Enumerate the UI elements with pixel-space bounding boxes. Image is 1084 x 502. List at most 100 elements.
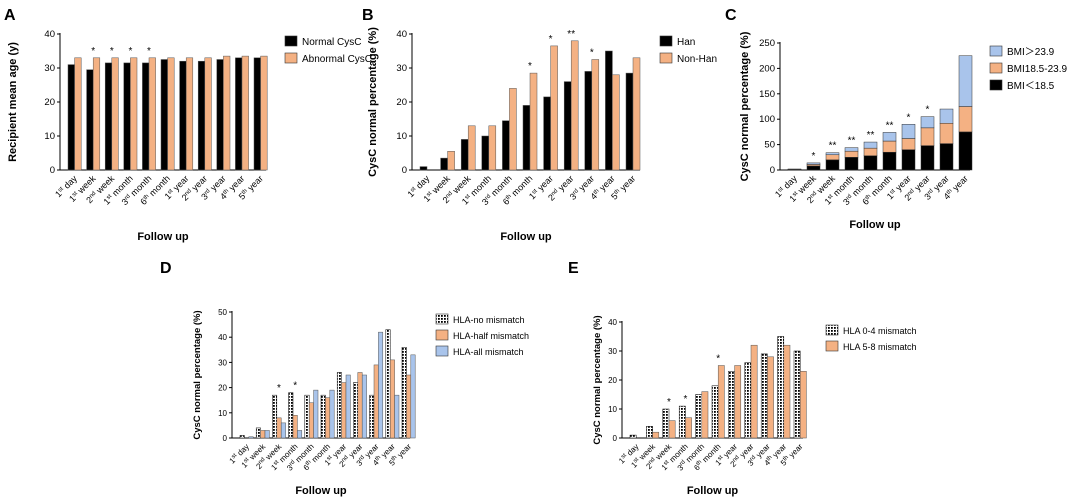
bar-e-0-7: [744, 362, 752, 439]
bar-d-1-5: [325, 397, 331, 439]
y-tick-label: 50: [218, 308, 227, 317]
legend-label: Abnormal CysC: [302, 54, 372, 65]
y-axis-title: CysC normal percentage (%): [592, 315, 603, 444]
bar-a-0-6: [179, 60, 187, 171]
bar-b-1-6: [550, 45, 558, 171]
legend-swatch: [435, 313, 449, 325]
legend-label: Non-Han: [677, 54, 717, 65]
bar-e-1-10: [799, 371, 807, 439]
bar-a-1-0: [74, 57, 82, 171]
bar-a-1-7: [204, 57, 212, 171]
y-axis-title: CysC normal percentage (%): [192, 310, 203, 439]
bar-d-1-10: [406, 374, 412, 439]
legend-label: Han: [677, 37, 695, 48]
y-tick-label: 0: [770, 165, 775, 176]
bar-b-0-6: [543, 96, 551, 171]
y-tick-label: 100: [759, 114, 775, 125]
bar-b-1-9: [612, 74, 620, 171]
y-tick-label: 10: [396, 131, 407, 142]
bar-e-0-4: [695, 394, 703, 439]
x-axis-title: Follow up: [849, 219, 901, 231]
legend-swatch: [435, 329, 449, 341]
legend-label: Normal CysC: [302, 37, 361, 48]
y-tick-label: 30: [396, 63, 407, 74]
x-axis-title: Follow up: [137, 231, 189, 243]
y-tick-label: 30: [608, 347, 617, 356]
y-tick-label: 250: [759, 38, 775, 49]
legend-label: BMI＞23.9: [1007, 47, 1055, 58]
bar-b-1-8: [591, 59, 600, 171]
bar-c-0-4: [863, 155, 878, 171]
bar-d-2-10: [410, 354, 416, 439]
legend-label: HLA-no mismatch: [453, 315, 525, 325]
bar-c-0-5: [882, 151, 897, 171]
significance-mark: *: [91, 46, 95, 57]
bar-b-0-3: [481, 135, 490, 171]
bar-b-0-7: [563, 81, 572, 171]
legend-swatch: [989, 62, 1003, 74]
bar-c-0-2: [825, 159, 840, 171]
bar-d-1-8: [373, 364, 379, 439]
bar-e-1-8: [767, 356, 774, 439]
y-tick-label: 20: [44, 97, 55, 108]
significance-mark: **: [848, 136, 856, 147]
bar-d-0-8: [369, 394, 375, 439]
bar-a-1-5: [167, 57, 175, 171]
bar-a-0-8: [216, 59, 224, 171]
bar-a-1-3: [130, 57, 138, 171]
legend-swatch: [989, 45, 1003, 57]
bar-a-0-1: [86, 69, 94, 171]
bar-a-1-8: [223, 55, 231, 171]
bar-c-2-5: [882, 132, 897, 142]
x-axis-title: Follow up: [295, 485, 347, 497]
bar-a-0-7: [197, 60, 206, 171]
bar-b-0-9: [605, 50, 613, 171]
significance-mark: *: [110, 46, 114, 57]
bar-d-0-5: [320, 394, 326, 439]
bar-c-2-4: [863, 141, 878, 149]
bar-d-1-1: [260, 430, 266, 439]
bar-d-2-9: [394, 394, 400, 439]
bar-a-1-4: [148, 57, 156, 171]
y-tick-label: 30: [44, 63, 55, 74]
panel-letter: C: [725, 7, 737, 24]
bar-c-0-3: [844, 157, 859, 171]
legend-label: HLA-half mismatch: [453, 331, 529, 341]
significance-mark: *: [907, 112, 911, 123]
bar-b-0-1: [440, 157, 448, 171]
significance-mark: *: [549, 34, 553, 45]
bar-b-1-2: [467, 125, 476, 171]
significance-mark: *: [667, 397, 671, 408]
bar-e-1-2: [668, 420, 676, 439]
chart-panel-d: D 0 10 20 30 40 50 CysC normal percentage (%) Fo…: [160, 260, 529, 497]
bar-d-2-5: [329, 389, 335, 439]
bar-c-2-6: [901, 124, 916, 139]
bar-d-0-6: [336, 372, 342, 439]
bar-c-2-2: [825, 152, 840, 156]
bar-d-1-6: [341, 382, 347, 439]
bar-d-0-1: [255, 427, 261, 439]
bar-b-1-5: [529, 72, 538, 171]
bar-b-1-7: [570, 40, 579, 171]
legend-swatch: [825, 340, 839, 352]
chart-panel-a: A 0 10 20 30 40 Recipient mean age (y) Follow u…: [4, 7, 372, 243]
y-tick-label: 40: [218, 333, 227, 342]
bar-e-1-7: [750, 344, 758, 439]
bar-c-1-8: [939, 123, 954, 144]
significance-mark: **: [886, 120, 894, 131]
bar-e-0-1: [646, 426, 653, 439]
bar-d-0-2: [272, 394, 278, 439]
bar-d-0-9: [385, 329, 391, 439]
bar-e-1-9: [783, 344, 791, 439]
bar-d-2-6: [345, 374, 351, 439]
y-tick-label: 200: [759, 63, 775, 74]
legend-swatch: [284, 52, 298, 64]
bar-d-0-4: [304, 394, 310, 439]
y-tick-label: 40: [396, 29, 407, 40]
legend-swatch: [284, 35, 298, 47]
panel-letter: B: [362, 7, 374, 24]
legend-label: HLA 5-8 mismatch: [843, 342, 917, 352]
significance-mark: *: [128, 46, 132, 57]
significance-mark: *: [590, 48, 594, 59]
